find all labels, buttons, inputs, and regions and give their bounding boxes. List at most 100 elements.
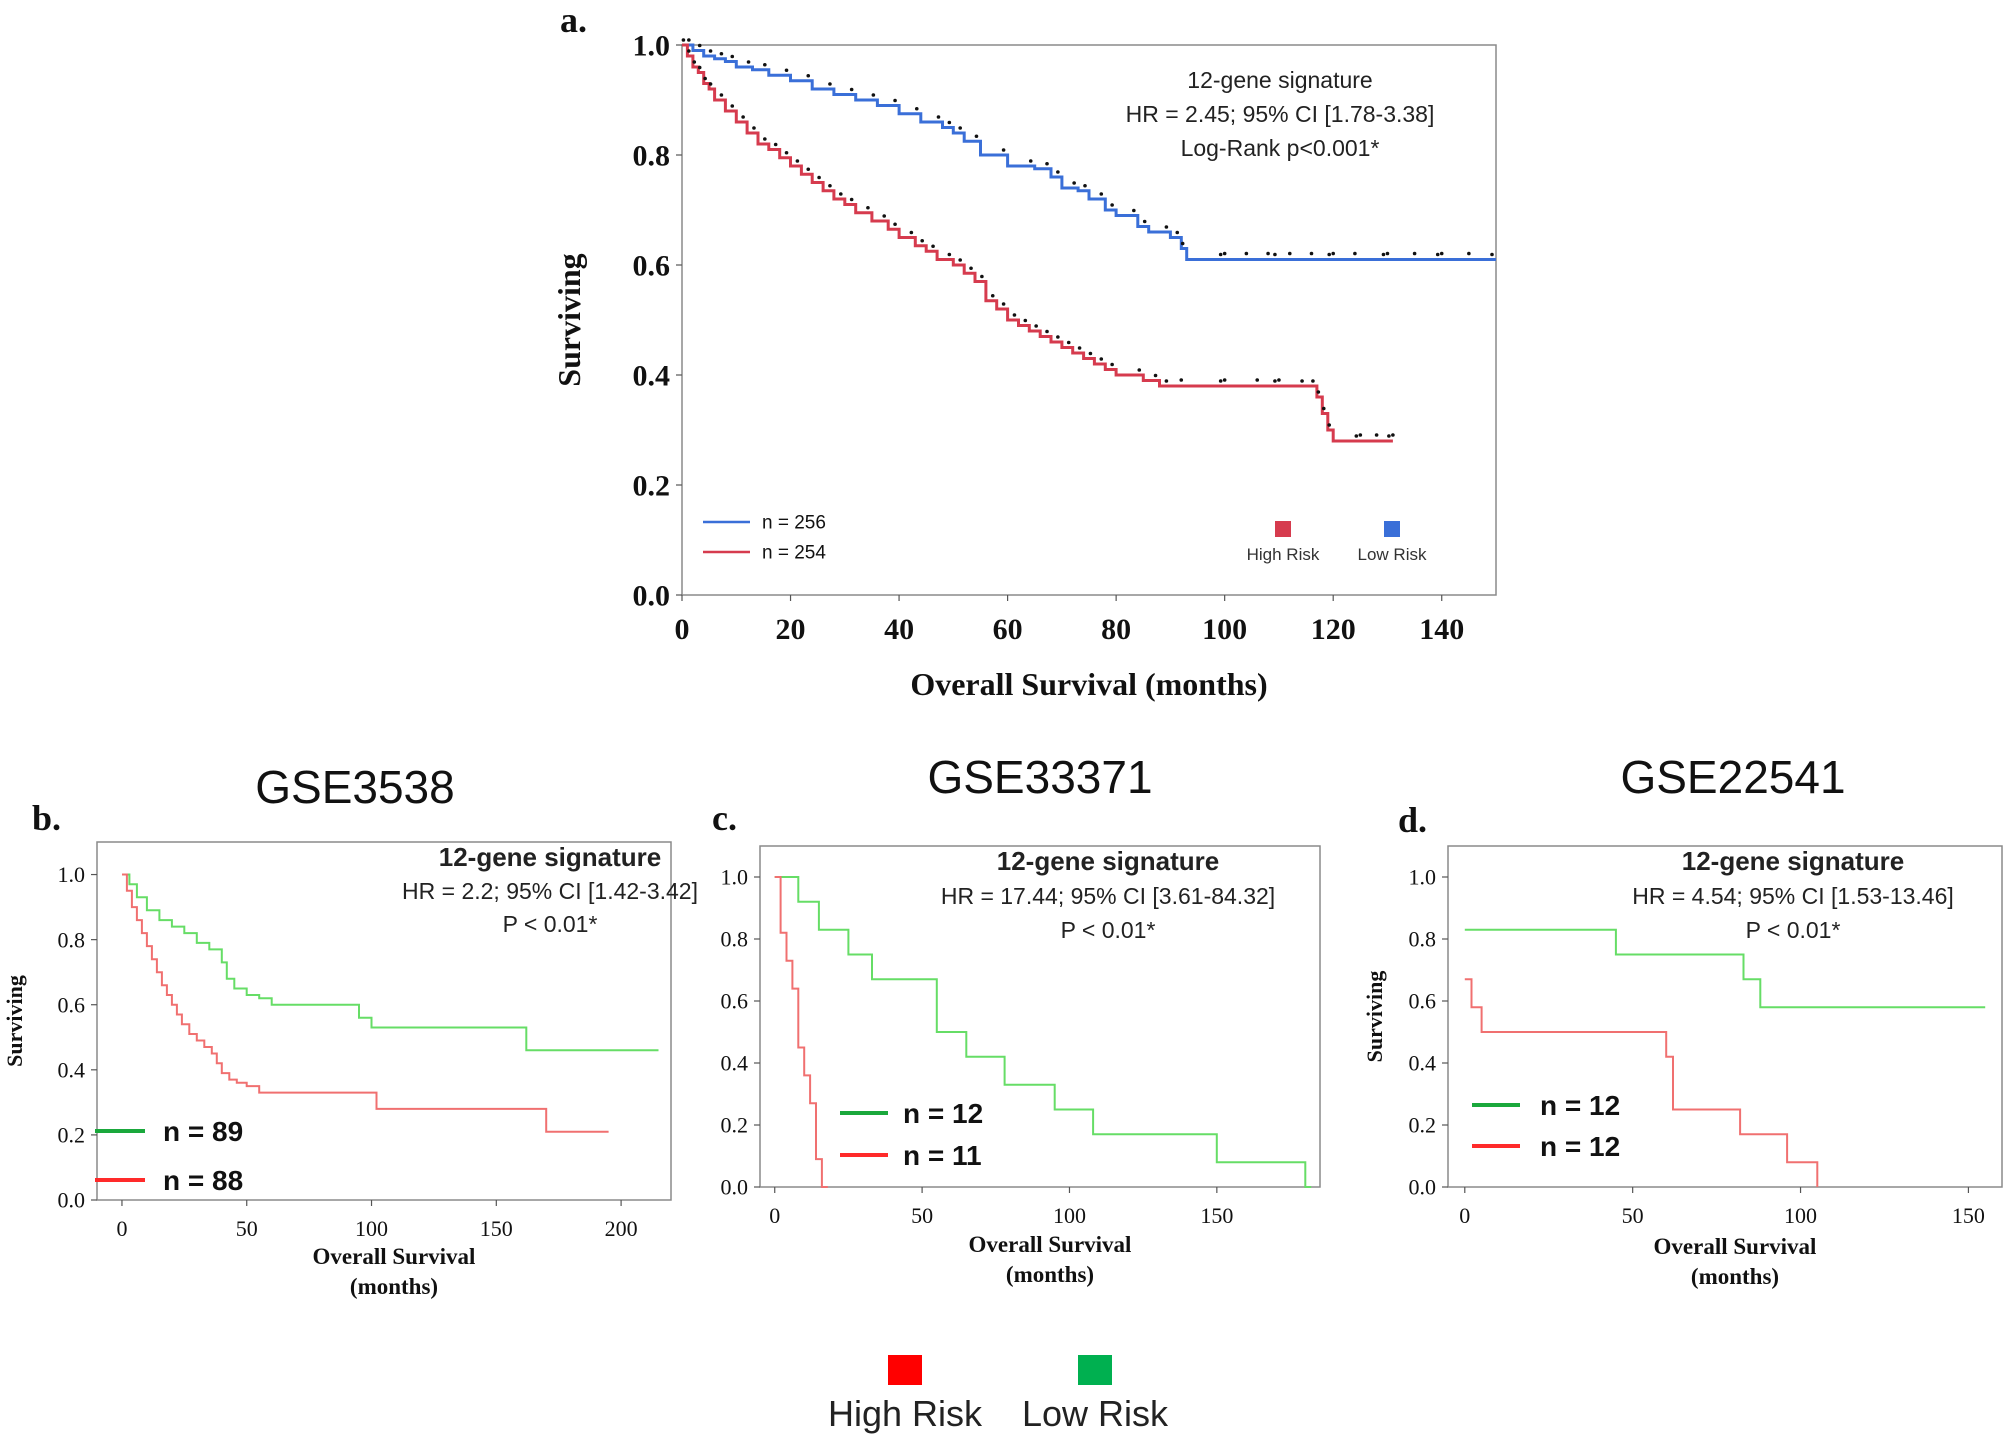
censor-mark [784, 68, 789, 73]
n-legend-label: n = 12 [1540, 1090, 1620, 1121]
annotation-line-3: Log-Rank p<0.001* [1181, 135, 1380, 161]
censor-mark [1153, 373, 1158, 378]
censor-mark [1300, 379, 1304, 383]
legend-item-high-risk: High Risk [820, 1355, 990, 1435]
y-tick-label: 1.0 [1409, 865, 1437, 890]
censor-mark [980, 274, 984, 279]
censor-mark [1467, 251, 1471, 256]
y-tick-label: 0.6 [1409, 989, 1437, 1014]
censor-mark [1412, 251, 1417, 256]
censor-mark [692, 60, 697, 64]
censor-mark [1381, 252, 1386, 257]
x-tick-label: 200 [605, 1216, 638, 1241]
censor-mark [893, 98, 897, 103]
censor-mark [871, 93, 876, 97]
annotation-line-3: P < 0.01* [1061, 917, 1156, 943]
panel-label: a. [560, 0, 587, 40]
censor-mark [1045, 329, 1049, 334]
censor-mark [1012, 313, 1017, 317]
censor-mark [687, 49, 691, 53]
chart-title: GSE33371 [927, 751, 1152, 803]
y-tick-label: 0.0 [633, 580, 671, 613]
x-tick-label: 100 [355, 1216, 388, 1241]
censor-mark [817, 175, 821, 180]
censor-mark [1099, 357, 1104, 361]
x-tick-label: 50 [236, 1216, 258, 1241]
x-tick-label: 0 [769, 1203, 780, 1228]
censor-mark [1435, 252, 1440, 257]
censor-mark [1164, 225, 1169, 229]
censor-mark [1374, 433, 1379, 437]
censor-mark [741, 115, 745, 119]
censor-mark [1001, 148, 1006, 152]
censor-mark [708, 82, 713, 86]
x-axis-label-line2: (months) [1691, 1264, 1779, 1289]
censor-mark [697, 43, 702, 48]
x-tick-label: 50 [911, 1203, 933, 1228]
y-tick-label: 0.8 [721, 927, 749, 952]
censor-mark [990, 293, 995, 298]
censor-mark [931, 244, 935, 249]
censor-mark [1244, 251, 1249, 256]
censor-mark [1311, 379, 1315, 383]
y-tick-label: 1.0 [721, 865, 749, 890]
risk-legend-label: Low Risk [1358, 545, 1427, 564]
risk-legend-swatch [1275, 521, 1291, 537]
chart-title: GSE22541 [1620, 751, 1845, 803]
censor-mark [920, 238, 924, 243]
series-line-low-risk [682, 43, 1496, 261]
legend-label-low-risk: Low Risk [1021, 1393, 1169, 1434]
censor-mark [1354, 434, 1359, 438]
panel-a: a. 0.0 0.2 0.4 0.6 0.8 1.0 0 20 40 60 80 100 120 140 Ov… [551, 0, 1497, 702]
x-axis-label-line1: Overall Survival [969, 1232, 1132, 1257]
censor-mark [1045, 161, 1049, 166]
censor-mark [969, 266, 973, 271]
y-tick-label: 0.8 [58, 927, 86, 952]
y-tick-label: 0.0 [1409, 1175, 1437, 1200]
y-tick-label: 0.8 [1409, 927, 1437, 952]
censor-mark [958, 126, 962, 130]
censor-mark [1001, 302, 1006, 306]
x-tick-label: 120 [1311, 613, 1356, 646]
censor-mark [1266, 251, 1270, 256]
annotation-line-2: HR = 2.2; 95% CI [1.42-3.42] [402, 878, 698, 904]
x-tick-label: 150 [480, 1216, 513, 1241]
y-tick-label: 0.4 [1409, 1051, 1437, 1076]
censor-mark [1179, 378, 1184, 382]
censor-mark [1110, 203, 1114, 207]
series-line-low-risk [122, 873, 659, 1052]
x-tick-label: 140 [1419, 613, 1464, 646]
legend-item-low-risk: Low Risk [1010, 1355, 1180, 1435]
censor-mark [1353, 251, 1357, 256]
censor-mark [1222, 378, 1227, 382]
censor-mark [1387, 434, 1391, 438]
censor-mark [1255, 378, 1260, 382]
censor-mark [763, 137, 767, 141]
y-tick-label: 0.4 [633, 360, 671, 393]
plot-frame [1447, 845, 2003, 1188]
y-tick-label: 0.0 [721, 1175, 749, 1200]
plot-frame [96, 841, 672, 1201]
censor-mark [703, 76, 707, 81]
censor-mark [1331, 251, 1335, 256]
censor-mark [828, 183, 832, 188]
censor-mark [708, 49, 713, 53]
censor-mark [806, 167, 811, 172]
censor-mark [1137, 368, 1142, 372]
n-legend-label: n = 254 [762, 543, 826, 564]
censor-mark [1321, 406, 1326, 411]
x-axis-label-line1: Overall Survival [1654, 1234, 1817, 1259]
panel-b: b. GSE3538 0.0 0.2 0.4 0.6 0.8 1.0 0 50 100 150 200 O… [2, 761, 698, 1299]
censor-mark [687, 38, 691, 42]
series-line-high-risk [682, 43, 1393, 443]
y-axis-label: Surviving [551, 253, 587, 386]
n-legend-label: n = 12 [903, 1098, 983, 1129]
censor-mark [1175, 230, 1180, 235]
censor-mark [730, 54, 735, 59]
series-line-low-risk [774, 876, 1312, 1188]
censor-mark [773, 142, 778, 147]
censor-mark [681, 38, 686, 42]
censor-mark [697, 65, 702, 70]
censor-mark [806, 73, 811, 78]
x-tick-label: 100 [1784, 1203, 1817, 1228]
